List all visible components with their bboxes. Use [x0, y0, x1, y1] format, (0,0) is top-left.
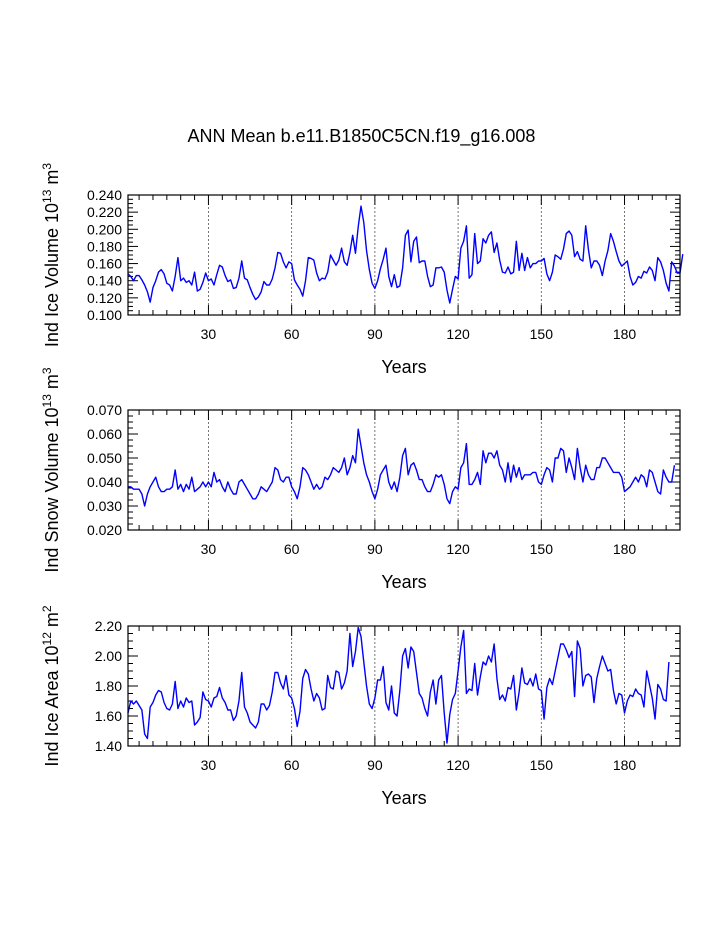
ice-volume-ytick-label-0: 0.100: [87, 307, 122, 323]
ice-volume-yaxis-title-exp: 13: [40, 189, 54, 203]
ice-volume-xtick-label-5: 180: [613, 326, 637, 342]
ice-area-xtick-label-4: 150: [530, 757, 554, 773]
ice-area-xtick-label-2: 90: [367, 757, 383, 773]
ice-volume-ytick-label-1: 0.120: [87, 290, 122, 306]
ice-area-plot-frame: [127, 625, 681, 747]
ice-area-xtick-label-3: 120: [446, 757, 470, 773]
snow-volume-xaxis-title: Years: [381, 572, 426, 592]
snow-volume-xtick-label-3: 120: [446, 541, 470, 557]
snow-volume-ytick-label-0: 0.020: [87, 522, 122, 538]
ice-volume-plot-frame: [127, 194, 681, 316]
figure-title: ANN Mean b.e11.B1850C5CN.f19_g16.008: [187, 126, 536, 146]
ice-volume-xtick-label-4: 150: [530, 326, 554, 342]
ice-area-ytick-label-1: 1.60: [95, 708, 122, 724]
ice-volume-ytick-label-4: 0.180: [87, 238, 122, 254]
ice-volume-ytick-label-3: 0.160: [87, 256, 122, 272]
snow-volume-ytick-label-4: 0.060: [87, 426, 122, 442]
snow-volume-xtick-label-4: 150: [530, 541, 554, 557]
ice-volume-series-line: [127, 205, 684, 304]
ice-volume-ytick-label-7: 0.240: [87, 187, 122, 203]
ice-volume-xtick-label-2: 90: [367, 326, 383, 342]
ice-area-xtick-label-1: 60: [284, 757, 300, 773]
ice-area-yaxis-title-base: Ind Ice Area 10: [42, 645, 62, 766]
snow-volume-xtick-label-1: 60: [284, 541, 300, 557]
ice-volume-xaxis-title: Years: [381, 357, 426, 377]
snow-volume-ytick-label-2: 0.040: [87, 474, 122, 490]
ice-volume-xtick-label-1: 60: [284, 326, 300, 342]
snow-volume-yaxis-title-unit: m: [42, 374, 62, 394]
snow-volume-yaxis-title: Ind Snow Volume 1013 m3: [40, 367, 62, 572]
snow-volume-series-line: [128, 428, 676, 507]
panel-ice-area: 30 60 90 120 150 180 1.40 1.60 1.80 2.00 2.20 Years…: [40, 605, 681, 808]
ice-area-xaxis-title: Years: [381, 788, 426, 808]
ice-volume-yaxis-title: Ind Ice Volume 1013 m3: [40, 163, 62, 347]
ice-volume-ytick-label-2: 0.140: [87, 273, 122, 289]
ice-area-series-line: [127, 626, 670, 744]
panel-snow-volume: 30 60 90 120 150 180 0.020 0.030 0.040 0.050 0.060…: [40, 367, 681, 592]
snow-volume-yaxis-title-exp: 13: [40, 394, 54, 408]
ice-volume-ytick-label-6: 0.220: [87, 204, 122, 220]
ice-area-ytick-label-0: 1.40: [95, 738, 122, 754]
snow-volume-xtick-label-0: 30: [201, 541, 217, 557]
snow-volume-xtick-label-2: 90: [367, 541, 383, 557]
snow-volume-plot-frame: [127, 409, 681, 531]
ice-volume-yaxis-title-unit-exp: 3: [40, 163, 54, 170]
snow-volume-ytick-label-3: 0.050: [87, 450, 122, 466]
snow-volume-yaxis-title-base: Ind Snow Volume 10: [42, 407, 62, 572]
ice-volume-yaxis-title-base: Ind Ice Volume 10: [42, 203, 62, 347]
ice-area-yaxis-title-unit: m: [42, 612, 62, 632]
ice-volume-xtick-label-0: 30: [201, 326, 217, 342]
ice-area-yaxis-title: Ind Ice Area 1012 m2: [40, 605, 62, 766]
ice-area-ytick-label-3: 2.00: [95, 648, 122, 664]
ice-area-xtick-label-0: 30: [201, 757, 217, 773]
ice-volume-yaxis-title-unit: m: [42, 170, 62, 190]
snow-volume-ytick-label-5: 0.070: [87, 402, 122, 418]
ice-area-yaxis-title-unit-exp: 2: [40, 605, 54, 612]
ice-area-ytick-label-2: 1.80: [95, 678, 122, 694]
ice-area-ytick-label-4: 2.20: [95, 618, 122, 634]
ice-area-yaxis-title-exp: 12: [40, 632, 54, 646]
ice-volume-xtick-label-3: 120: [446, 326, 470, 342]
ice-volume-ytick-label-5: 0.200: [87, 221, 122, 237]
snow-volume-yaxis-title-unit-exp: 3: [40, 367, 54, 374]
snow-volume-xtick-label-5: 180: [613, 541, 637, 557]
snow-volume-ytick-label-1: 0.030: [87, 498, 122, 514]
ice-area-xtick-label-5: 180: [613, 757, 637, 773]
